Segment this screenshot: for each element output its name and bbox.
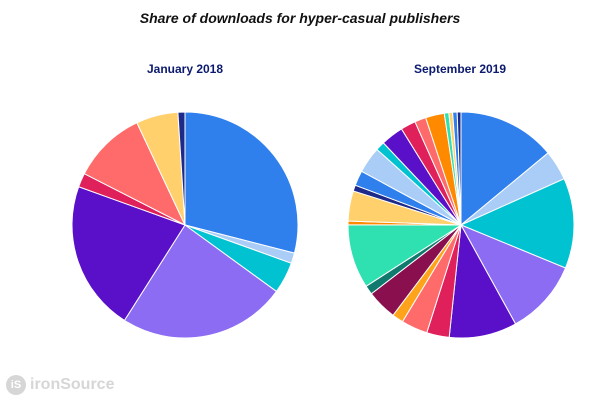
ironsource-logo-text: ironSource (30, 376, 115, 393)
slice-jan-2018-9 (177, 111, 186, 226)
slice-jan-2018-7 (83, 122, 187, 227)
slice-sep-2019-4 (459, 223, 567, 325)
slice-jan-2018-4 (123, 224, 278, 339)
slice-jan-2018-5 (71, 186, 186, 322)
pie-subtitle-january-2018: January 2018 (146, 62, 224, 76)
slice-jan-2018-1 (184, 111, 299, 254)
pie-subtitle-september-2019: September 2019 (413, 62, 507, 76)
slice-sep-2019-3 (459, 178, 575, 269)
slice-sep-2019-1 (460, 111, 549, 227)
pie-chart-september-2019 (347, 111, 575, 339)
chart-title: Share of downloads for hyper-casual publ… (139, 10, 461, 26)
pie-chart-january-2018 (71, 111, 299, 339)
ironsource-watermark: iS ironSource (6, 374, 114, 396)
slice-sep-2019-25 (456, 111, 462, 226)
ironsource-logo-icon: iS (6, 375, 26, 395)
